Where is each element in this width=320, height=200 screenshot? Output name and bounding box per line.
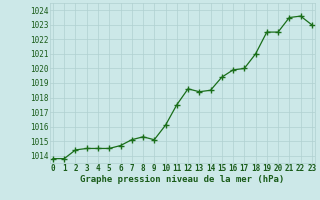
X-axis label: Graphe pression niveau de la mer (hPa): Graphe pression niveau de la mer (hPa) (80, 175, 284, 184)
